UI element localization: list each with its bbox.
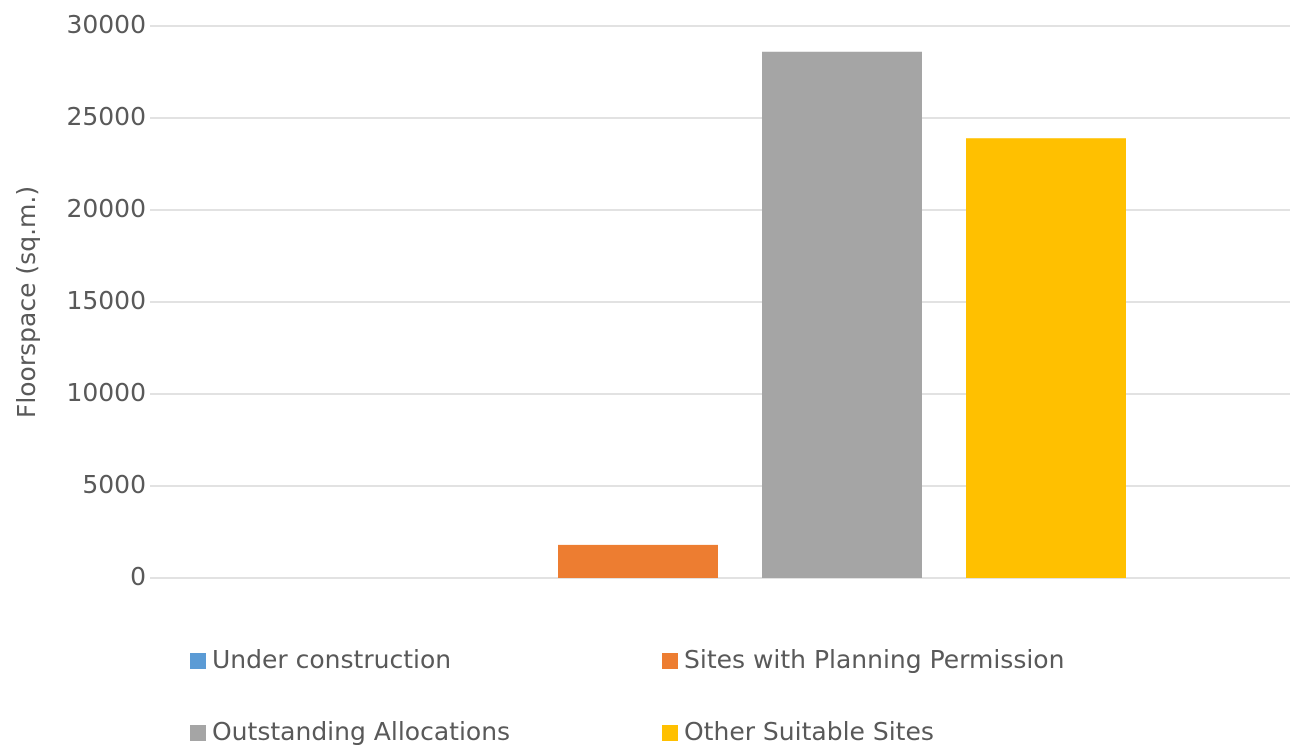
bar	[762, 51, 922, 578]
y-tick-label: 25000	[66, 102, 146, 131]
legend-label: Sites with Planning Permission	[684, 645, 1064, 674]
legend-swatch	[190, 653, 206, 669]
y-tick-label: 5000	[82, 470, 146, 499]
legend-label: Under construction	[212, 645, 451, 674]
bar	[966, 138, 1126, 579]
legend-label: Outstanding Allocations	[212, 717, 510, 746]
y-tick-label: 0	[130, 562, 146, 591]
y-tick-label: 15000	[66, 286, 146, 315]
bar	[558, 544, 718, 578]
y-tick-label: 10000	[66, 378, 146, 407]
legend-swatch	[662, 725, 678, 741]
legend-label: Other Suitable Sites	[684, 717, 934, 746]
y-tick-label: 20000	[66, 194, 146, 223]
y-axis-title: Floorspace (sq.m.)	[12, 186, 41, 418]
y-tick-label: 30000	[66, 10, 146, 39]
legend-swatch	[190, 725, 206, 741]
legend-swatch	[662, 653, 678, 669]
